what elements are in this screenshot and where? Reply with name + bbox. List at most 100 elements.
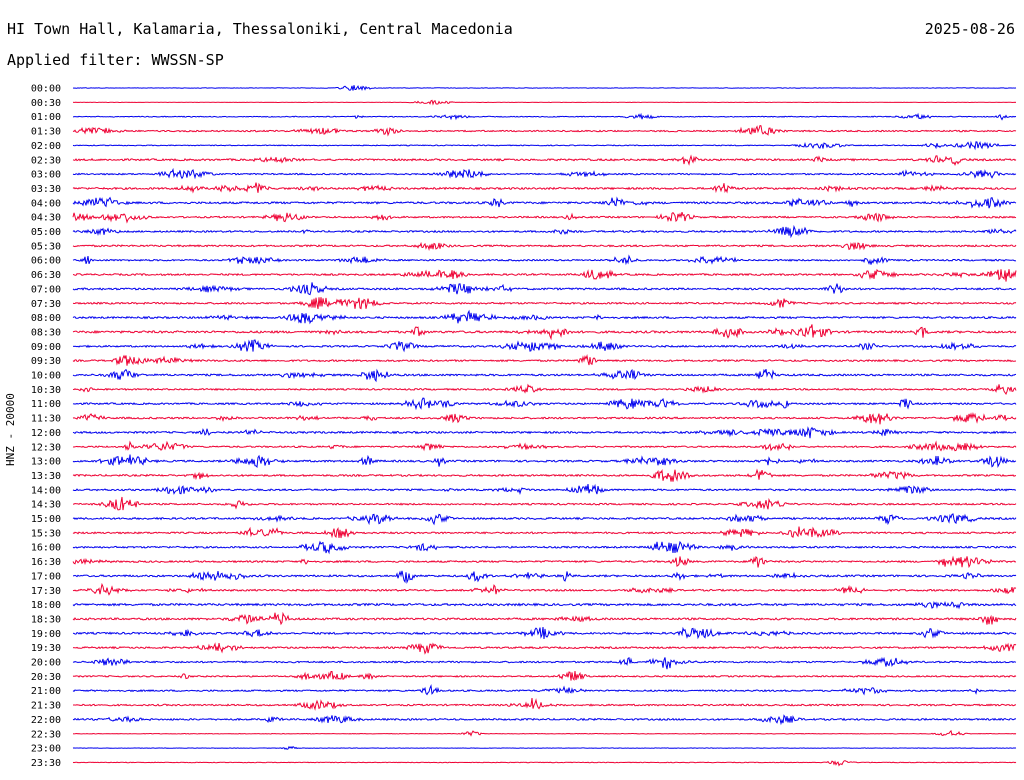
- trace-line: [72, 683, 1017, 696]
- trace-line: [72, 540, 1017, 555]
- row-time-label: 19:00: [31, 629, 61, 640]
- row-time-label: 04:00: [31, 198, 61, 209]
- trace-line: [72, 745, 1017, 750]
- trace-line: [72, 224, 1017, 239]
- row-time-label: 14:30: [31, 500, 61, 511]
- row-time-label: 21:00: [31, 686, 61, 697]
- row-time-label: 14:00: [31, 485, 61, 496]
- row-time-label: 07:00: [31, 284, 61, 295]
- trace-line: [72, 760, 1017, 767]
- row-time-label: 09:00: [31, 342, 61, 353]
- row-time-label: 01:30: [31, 127, 61, 138]
- row-time-label: 15:30: [31, 528, 61, 539]
- row-time-label: 20:30: [31, 672, 61, 683]
- trace-line: [72, 397, 1017, 411]
- row-time-label: 06:00: [31, 256, 61, 267]
- trace-line: [72, 282, 1017, 296]
- row-time-label: 08:30: [31, 327, 61, 338]
- row-time-label: 07:30: [31, 299, 61, 310]
- row-time-label: 13:30: [31, 471, 61, 482]
- trace-line: [72, 140, 1017, 151]
- trace-line: [72, 440, 1017, 452]
- row-time-label: 08:00: [31, 313, 61, 324]
- row-time-label: 22:30: [31, 729, 61, 740]
- trace-line: [72, 626, 1017, 640]
- trace-line: [72, 309, 1017, 325]
- station-title: HI Town Hall, Kalamaria, Thessaloniki, C…: [7, 20, 513, 38]
- trace-line: [72, 468, 1017, 482]
- trace-line: [72, 112, 1017, 121]
- trace-line: [72, 254, 1017, 266]
- trace-line: [72, 125, 1017, 137]
- trace-line: [72, 383, 1017, 396]
- trace-line: [72, 241, 1017, 251]
- trace-line: [72, 611, 1017, 626]
- trace-line: [72, 656, 1017, 670]
- row-time-label: 20:00: [31, 658, 61, 669]
- row-time-label: 16:30: [31, 557, 61, 568]
- row-time-label: 15:00: [31, 514, 61, 525]
- trace-line: [72, 483, 1017, 495]
- trace-line: [72, 85, 1017, 91]
- row-time-label: 11:00: [31, 399, 61, 410]
- trace-line: [73, 698, 1017, 711]
- trace-line: [72, 99, 1017, 106]
- row-time-label: 00:30: [31, 98, 61, 109]
- trace-line: [72, 154, 1017, 167]
- row-time-label: 18:30: [31, 614, 61, 625]
- row-time-label: 03:30: [31, 184, 61, 195]
- trace-line: [72, 167, 1017, 180]
- row-time-label: 19:30: [31, 643, 61, 654]
- row-time-label: 10:00: [31, 371, 61, 382]
- trace-line: [72, 339, 1017, 353]
- row-time-label: 13:00: [31, 457, 61, 468]
- trace-line: [72, 582, 1017, 596]
- filter-label: Applied filter: WWSSN-SP: [7, 51, 224, 69]
- trace-line: [73, 496, 1017, 511]
- trace-line: [72, 513, 1017, 526]
- trace-line: [72, 324, 1017, 341]
- trace-line: [72, 526, 1017, 539]
- row-time-label: 04:30: [31, 213, 61, 224]
- trace-line: [72, 297, 1017, 310]
- row-time-label: 06:30: [31, 270, 61, 281]
- row-time-label: 10:30: [31, 385, 61, 396]
- trace-line: [72, 570, 1017, 584]
- row-time-label: 21:30: [31, 701, 61, 712]
- trace-line: [72, 601, 1017, 610]
- row-time-label: 00:00: [31, 84, 61, 95]
- row-time-label: 05:00: [31, 227, 61, 238]
- row-time-label: 12:00: [31, 428, 61, 439]
- row-time-label: 18:00: [31, 600, 61, 611]
- trace-line: [72, 354, 1017, 366]
- row-time-label: 22:00: [31, 715, 61, 726]
- row-time-label: 09:30: [31, 356, 61, 367]
- date-label: 2025-08-26: [924, 20, 1015, 38]
- trace-line: [72, 555, 1017, 569]
- row-time-label: 23:00: [31, 744, 61, 755]
- trace-line: [72, 454, 1017, 468]
- row-time-label: 02:30: [31, 155, 61, 166]
- row-time-label: 17:30: [31, 586, 61, 597]
- trace-line: [72, 268, 1017, 282]
- row-time-label: 05:30: [31, 241, 61, 252]
- row-time-label: 17:00: [31, 571, 61, 582]
- trace-line: [72, 729, 1017, 737]
- trace-line: [72, 211, 1017, 224]
- row-time-label: 02:00: [31, 141, 61, 152]
- row-time-label: 03:00: [31, 170, 61, 181]
- trace-line: [72, 671, 1017, 681]
- trace-line: [72, 368, 1017, 383]
- row-time-label: 01:00: [31, 112, 61, 123]
- row-time-label: 11:30: [31, 414, 61, 425]
- trace-line: [72, 182, 1017, 194]
- trace-line: [72, 426, 1017, 439]
- row-time-label: 16:00: [31, 543, 61, 554]
- trace-line: [72, 196, 1017, 209]
- row-time-label: 12:30: [31, 442, 61, 453]
- trace-rows: 00:00 00:30 01:00 01:30 02:00 02:30 03:00 03:30…: [31, 84, 1017, 769]
- trace-line: [72, 642, 1017, 655]
- trace-line: [72, 714, 1017, 726]
- trace-line: [72, 411, 1017, 425]
